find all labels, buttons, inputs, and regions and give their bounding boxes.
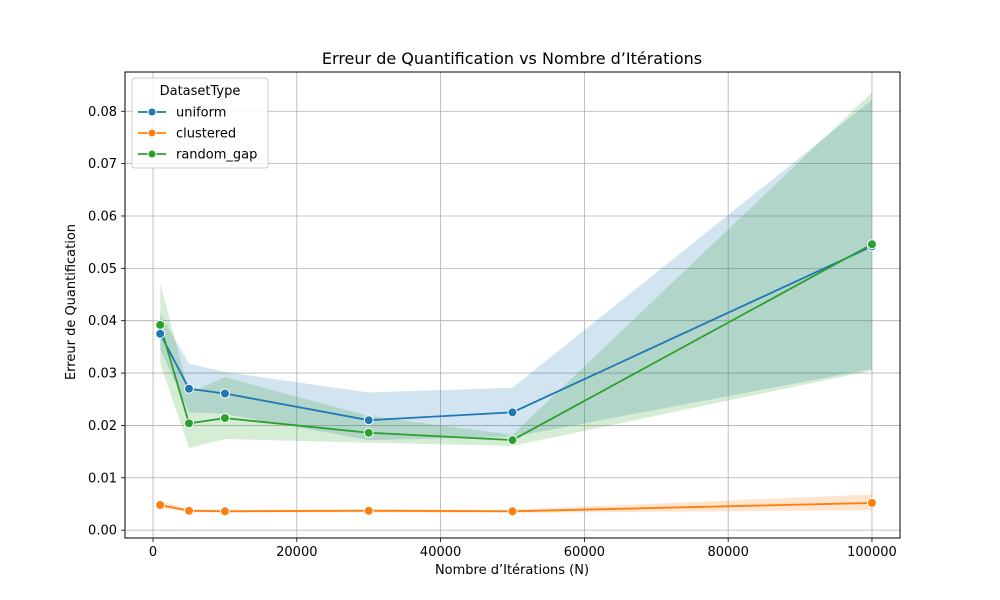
- x-axis-label: Nombre d’Itérations (N): [435, 563, 589, 578]
- data-point-clustered: [507, 506, 518, 517]
- data-point-clustered: [219, 506, 230, 517]
- data-point-random_gap: [363, 427, 374, 438]
- x-tick-label: 80000: [707, 545, 748, 560]
- data-point-random_gap: [183, 418, 194, 429]
- y-tick-label: 0.01: [88, 471, 117, 486]
- data-point-clustered: [155, 500, 166, 511]
- legend-item-random_gap: random_gap: [138, 148, 257, 163]
- x-tick-label: 60000: [564, 545, 605, 560]
- legend-box: [131, 77, 269, 169]
- y-tick-label: 0.08: [88, 105, 117, 120]
- series-line-random_gap: [159, 243, 873, 441]
- legend: DatasetType uniform clustered random_gap: [131, 77, 269, 169]
- data-point-uniform: [183, 383, 194, 394]
- legend-marker-uniform: [147, 107, 157, 117]
- y-tick-label: 0.03: [88, 367, 117, 382]
- data-point-clustered: [363, 505, 374, 516]
- data-point-random_gap: [866, 239, 877, 250]
- confidence-band-random_gap: [160, 92, 872, 448]
- y-tick-label: 0.05: [88, 262, 117, 277]
- y-tick-label: 0.07: [88, 157, 117, 172]
- y-tick-label: 0.04: [88, 314, 117, 329]
- data-point-uniform: [363, 415, 374, 426]
- axis-ticks: 0 20000 40000 60000 80000 100000 0.00 0.01 0.02 0…: [88, 105, 897, 560]
- confidence-bands: [160, 92, 872, 513]
- data-point-clustered: [866, 497, 877, 508]
- x-tick-label: 100000: [847, 545, 897, 560]
- confidence-band-clustered: [160, 494, 872, 513]
- legend-item-uniform: uniform: [138, 106, 226, 121]
- legend-title: DatasetType: [160, 84, 241, 99]
- data-point-random_gap: [507, 435, 518, 446]
- series-line-uniform: [159, 245, 873, 422]
- data-point-uniform: [155, 328, 166, 339]
- series-points: [155, 239, 877, 517]
- data-point-random_gap: [155, 319, 166, 330]
- y-axis-label: Erreur de Quantification: [64, 224, 79, 380]
- grid: [125, 72, 900, 538]
- y-tick-label: 0.06: [88, 209, 117, 224]
- y-tick-label: 0.02: [88, 419, 117, 434]
- chart-title: Erreur de Quantification vs Nombre d’Ité…: [322, 49, 702, 68]
- data-point-uniform: [219, 388, 230, 399]
- x-tick-label: 20000: [276, 545, 317, 560]
- legend-label-random_gap: random_gap: [176, 148, 257, 163]
- data-point-clustered: [183, 505, 194, 516]
- legend-marker-random_gap: [147, 149, 157, 159]
- legend-items: uniform clustered random_gap: [138, 106, 257, 163]
- legend-label-uniform: uniform: [176, 106, 226, 121]
- legend-marker-clustered: [147, 128, 157, 138]
- x-tick-label: 40000: [420, 545, 461, 560]
- legend-label-clustered: clustered: [176, 127, 236, 142]
- x-tick-label: 0: [149, 545, 157, 560]
- y-tick-label: 0.00: [88, 524, 117, 539]
- confidence-band-uniform: [160, 99, 872, 441]
- data-point-uniform: [507, 407, 518, 418]
- legend-item-clustered: clustered: [138, 127, 236, 142]
- data-point-random_gap: [219, 413, 230, 424]
- plot-frame: [124, 71, 901, 539]
